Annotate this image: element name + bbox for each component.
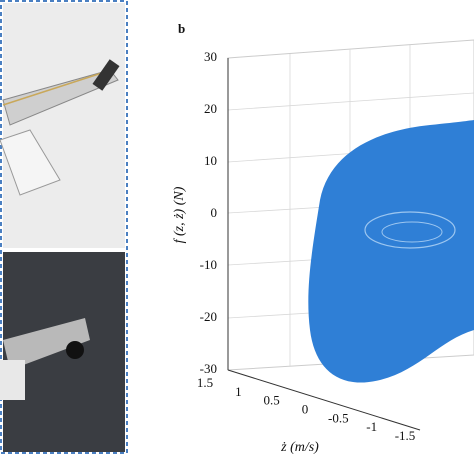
- rig-arm-2: [3, 318, 90, 370]
- depth-tick-label: -1: [366, 419, 377, 434]
- trajectory-core: [381, 221, 443, 243]
- vertical-axis-title: f (z, ż) (N): [172, 186, 187, 243]
- depth-axis-title: ż (m/s): [280, 440, 319, 455]
- rig-handle: [92, 59, 120, 91]
- vertical-tick-label: -20: [200, 309, 217, 324]
- panel-label: b: [178, 21, 185, 36]
- depth-tick-label: 0.5: [264, 393, 280, 408]
- rig-plate-2: [0, 360, 25, 400]
- trajectory-cloud: [308, 120, 474, 383]
- vertical-tick-label: -10: [200, 257, 217, 272]
- vertical-tick-label: 10: [204, 153, 217, 168]
- vertical-tick-label: 30: [204, 49, 217, 64]
- grid-line: [227, 92, 474, 111]
- depth-tick-label: 0: [302, 401, 309, 416]
- plot-frame: [227, 39, 474, 431]
- vertical-tick-label: 0: [211, 205, 218, 220]
- depth-axis: [227, 369, 421, 431]
- depth-tick-label: -0.5: [328, 410, 349, 425]
- panel-border: [0, 0, 128, 454]
- vertical-tick-label: 20: [204, 101, 217, 116]
- panel-a: [0, 0, 128, 454]
- wire: [2, 71, 106, 106]
- photo-top: [3, 3, 125, 248]
- depth-tick-label: 1.5: [197, 375, 213, 390]
- depth-tick-label: -1.5: [395, 428, 416, 443]
- vertical-tick-label: -30: [200, 361, 217, 376]
- rig-plate: [0, 129, 61, 196]
- rig-wheel: [66, 341, 84, 359]
- trajectory-core: [364, 211, 456, 249]
- rig-arm: [2, 69, 119, 126]
- depth-tick-label: 1: [235, 384, 242, 399]
